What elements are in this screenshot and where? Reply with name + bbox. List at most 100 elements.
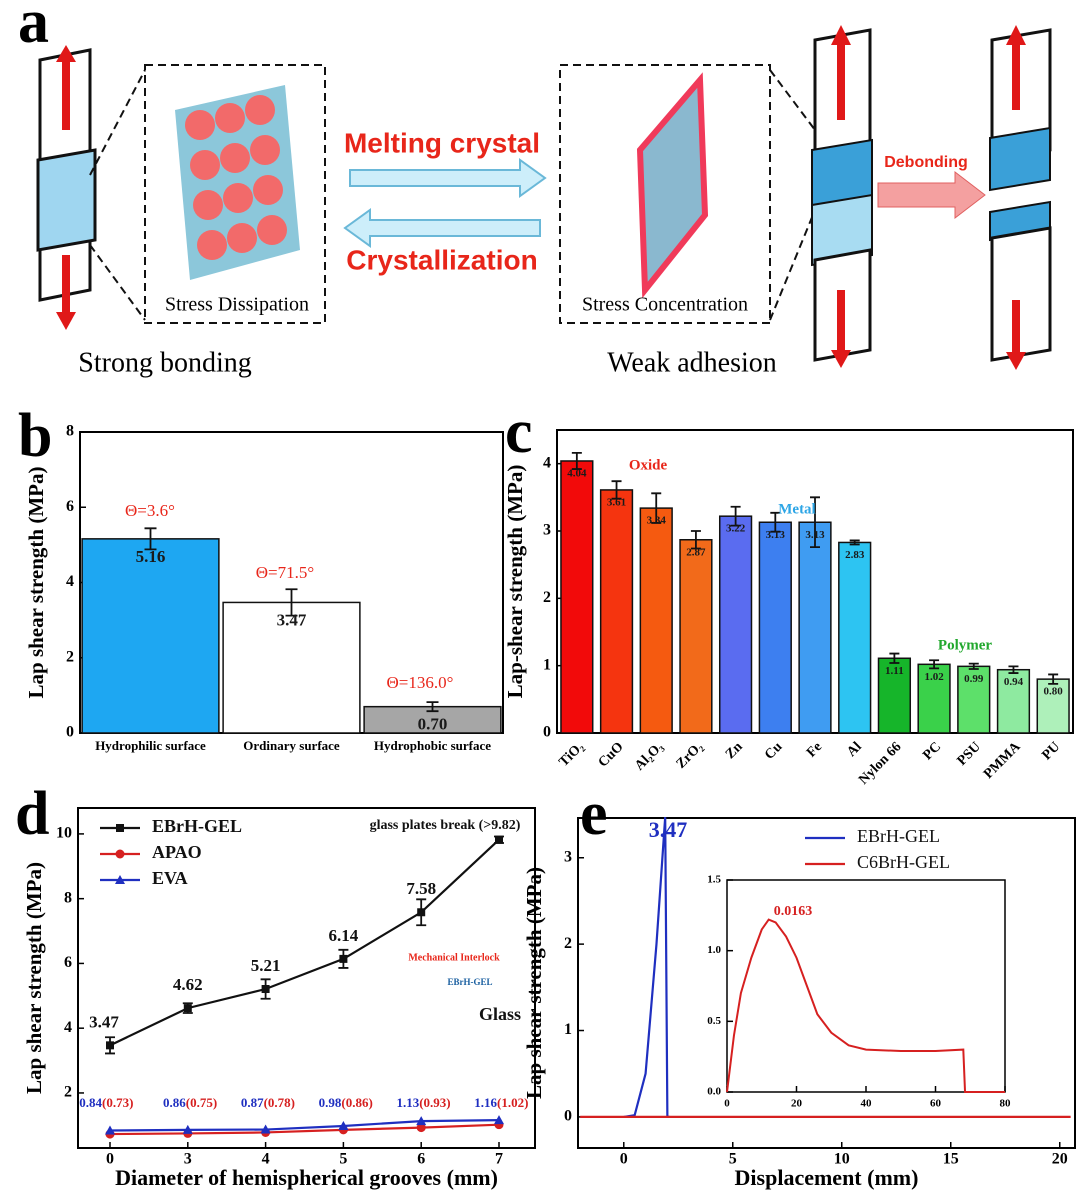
x-tick-label: Fe xyxy=(804,739,825,760)
bar xyxy=(1036,678,1070,734)
value-label: 0.86 xyxy=(163,1095,186,1110)
annotation: Polymer xyxy=(938,637,992,653)
marker xyxy=(416,1116,427,1126)
error-bar xyxy=(770,511,781,533)
x-tick-label: 0 xyxy=(106,1151,114,1168)
y-axis-label: Lap shear strength (MPa) xyxy=(24,467,48,699)
error-bar xyxy=(651,492,662,524)
x-tick-label: Hydrophilic surface xyxy=(95,738,206,753)
x-axis-label: Displacement (mm) xyxy=(735,1165,919,1190)
caption: Strong bonding xyxy=(78,347,251,378)
y-tick-label: 2 xyxy=(543,589,551,606)
annotation: Θ=136.0° xyxy=(387,673,454,692)
x-tick-label: Zn xyxy=(723,739,746,762)
x-tick-label: Nylon 66 xyxy=(856,739,904,787)
box-caption: Stress Dissipation xyxy=(165,294,309,316)
x-tick-label: PC xyxy=(920,739,944,763)
caption: Weak adhesion xyxy=(607,347,777,378)
process-label: Crystallization xyxy=(346,244,537,275)
annotation: Θ=3.6° xyxy=(125,501,175,520)
box-caption: Stress Concentration xyxy=(582,294,748,316)
value-label: (0.93) xyxy=(419,1095,450,1110)
marker xyxy=(182,1124,193,1134)
annotation: Mechanical Interlock xyxy=(408,952,500,963)
legend-marker xyxy=(115,849,125,859)
annotation: 0.0163 xyxy=(774,904,813,919)
marker xyxy=(105,1125,115,1135)
error-bar xyxy=(285,588,298,617)
y-tick-label: 8 xyxy=(66,423,74,440)
y-tick-label: 4 xyxy=(66,573,74,590)
y-tick-label: 2 xyxy=(64,1084,72,1101)
y-axis-label: Lap shear strength (MPa) xyxy=(522,867,546,1099)
value-label: (0.73) xyxy=(102,1095,133,1110)
error-bar xyxy=(889,652,900,664)
y-tick-label: 4 xyxy=(64,1019,72,1036)
value-label: 5.16 xyxy=(136,547,166,566)
error-bar xyxy=(571,451,582,470)
marker xyxy=(260,1124,271,1134)
panel-label: c xyxy=(505,398,533,466)
value-label: 0.87 xyxy=(241,1095,264,1110)
annotation: Oxide xyxy=(629,457,668,473)
value-label: 0.70 xyxy=(418,715,448,734)
y-tick-label: 8 xyxy=(64,889,72,906)
value-label: (1.02) xyxy=(497,1095,528,1110)
panel-label: d xyxy=(15,780,49,848)
y-tick-label: 0 xyxy=(66,724,74,741)
value-label: 1.16 xyxy=(474,1095,497,1110)
x-tick-label: 7 xyxy=(495,1151,503,1168)
error-bar xyxy=(1048,673,1059,685)
marker xyxy=(494,1115,504,1125)
value-label: 1.13 xyxy=(396,1095,419,1110)
bar xyxy=(718,515,753,734)
x-tick-label: PU xyxy=(1039,739,1063,763)
bar xyxy=(996,668,1031,734)
panel-a-art xyxy=(36,25,1052,370)
error-bar xyxy=(730,505,741,527)
x-tick-label: Al xyxy=(844,739,865,760)
plot-frame xyxy=(77,807,536,1149)
x-tick-label: ZrO₂ xyxy=(674,739,706,771)
value-label: 2.83 xyxy=(845,549,865,561)
y-tick-label: 0.0 xyxy=(707,1086,721,1098)
bar xyxy=(957,665,991,734)
bar xyxy=(560,460,594,734)
value-label: 1.11 xyxy=(885,665,904,677)
value-label: 3.47 xyxy=(89,1012,119,1031)
legend-label: APAO xyxy=(152,842,202,862)
x-tick-label: Ordinary surface xyxy=(243,738,340,753)
y-tick-label: 3 xyxy=(543,522,551,539)
value-label: 0.94 xyxy=(1004,676,1024,688)
x-tick-label: 15 xyxy=(943,1151,959,1168)
y-axis-label: Lap shear strength (MPa) xyxy=(22,862,46,1094)
x-tick-label: 5 xyxy=(729,1151,737,1168)
value-label: 7.58 xyxy=(406,879,436,898)
y-tick-label: 1.5 xyxy=(707,874,721,886)
legend-marker xyxy=(116,824,124,832)
y-tick-label: 6 xyxy=(66,498,74,515)
process-label: Debonding xyxy=(884,154,968,171)
legend-marker xyxy=(115,875,125,884)
bar xyxy=(599,489,634,734)
bar xyxy=(798,521,832,734)
value-label: 3.22 xyxy=(726,523,746,535)
x-tick-label: 80 xyxy=(1000,1098,1012,1110)
value-label: 3.34 xyxy=(647,515,667,527)
series-line xyxy=(109,1119,500,1132)
value-label: 4.62 xyxy=(173,975,203,994)
bar xyxy=(639,507,673,734)
x-tick-label: 3 xyxy=(184,1151,192,1168)
marker xyxy=(416,1123,426,1133)
legend-label: EVA xyxy=(152,868,188,888)
error-bar xyxy=(1008,665,1019,674)
y-axis-label: Lap-shear strength (MPa) xyxy=(503,465,527,699)
value-label: (0.78) xyxy=(264,1095,295,1110)
error-bar xyxy=(968,662,979,670)
value-label: 0.84 xyxy=(79,1095,102,1110)
x-tick-label: Al₂O₃ xyxy=(632,739,666,773)
marker xyxy=(106,1041,114,1050)
value-label: 6.14 xyxy=(329,926,359,945)
legend-label: C6BrH-GEL xyxy=(857,852,950,872)
